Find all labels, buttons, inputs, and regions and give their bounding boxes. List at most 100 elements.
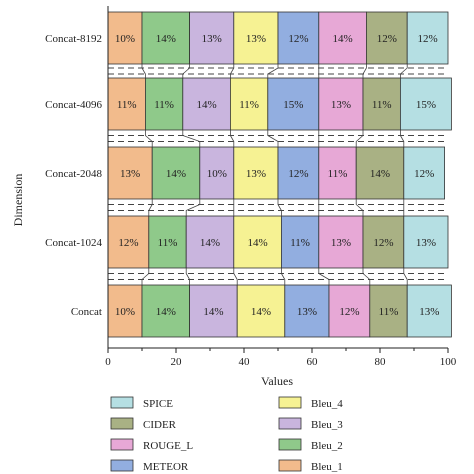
bar-value-label: 14% xyxy=(370,168,390,180)
legend-swatch xyxy=(278,417,302,430)
x-tick-label: 100 xyxy=(440,356,457,368)
flow-connector xyxy=(148,199,153,216)
flow-connector xyxy=(229,130,235,147)
bars-layer: 10% 14% 13% 13% 12% 14% 12% 12% 11% 11% 14% 11% 15% 1… xyxy=(107,11,452,338)
x-tick-label: 0 xyxy=(105,356,111,368)
bar-segment xyxy=(406,11,449,65)
flow-connector xyxy=(182,64,191,78)
bar-segment xyxy=(141,284,190,338)
bar-value-label: 11% xyxy=(239,99,259,111)
flow-connector xyxy=(362,268,371,285)
bar-segment xyxy=(365,11,408,65)
flow-connector xyxy=(318,268,330,285)
bar-segment xyxy=(318,11,367,65)
bar-value-label: 12% xyxy=(414,168,434,180)
bar-value-label: 14% xyxy=(251,306,271,318)
bar-segment xyxy=(233,215,282,269)
bar-segment xyxy=(189,11,235,65)
bar-segment xyxy=(355,146,405,200)
bar-segment xyxy=(318,146,357,200)
legend-label: ROUGE_L xyxy=(143,440,193,452)
separator-layer xyxy=(108,64,448,285)
flow-connector xyxy=(277,199,282,216)
bar-value-label: 12% xyxy=(339,306,359,318)
legend-swatch xyxy=(110,417,134,430)
bar-segment xyxy=(328,284,371,338)
bar-segment xyxy=(399,77,452,131)
bar-value-label: 11% xyxy=(290,237,310,249)
bar-value-label: 14% xyxy=(248,237,268,249)
bar-segment xyxy=(141,11,190,65)
bar-value-label: 12% xyxy=(377,33,397,45)
bar-value-label: 13% xyxy=(246,33,266,45)
flow-connector xyxy=(403,268,408,285)
bar-value-label: 13% xyxy=(297,306,317,318)
bar-value-label: 10% xyxy=(207,168,227,180)
bar-segment xyxy=(185,215,235,269)
bar-value-label: 14% xyxy=(333,33,353,45)
flow-connector xyxy=(229,64,235,78)
legend-label: CIDER xyxy=(143,419,177,431)
bar-value-label: 11% xyxy=(328,168,348,180)
flow-connector xyxy=(399,130,405,147)
bar-value-label: 13% xyxy=(419,306,439,318)
legend-swatch xyxy=(110,438,134,451)
x-tick-label: 80 xyxy=(375,356,387,368)
bar-value-label: 13% xyxy=(416,237,436,249)
bar-value-label: 15% xyxy=(416,99,436,111)
bar-segment xyxy=(277,11,320,65)
legend-swatch xyxy=(278,396,302,409)
flow-connector xyxy=(267,130,279,147)
bar-value-label: 10% xyxy=(115,33,135,45)
bar-value-label: 12% xyxy=(288,168,308,180)
bar-segment xyxy=(233,146,279,200)
y-tick-label: Concat-8192 xyxy=(45,33,102,45)
bar-value-label: 10% xyxy=(115,306,135,318)
legend-label: Bleu_1 xyxy=(311,461,343,473)
bar-segment xyxy=(318,77,364,131)
bar-value-label: 12% xyxy=(373,237,393,249)
bar-value-label: 15% xyxy=(283,99,303,111)
y-tick-label: Concat-1024 xyxy=(45,237,102,249)
legend-label: Bleu_4 xyxy=(311,398,343,410)
bar-segment xyxy=(403,215,449,269)
bar-segment xyxy=(236,284,286,338)
bar-value-label: 11% xyxy=(117,99,137,111)
bar-value-label: 12% xyxy=(418,33,438,45)
y-tick-label: Concat-2048 xyxy=(45,168,102,180)
legend-label: Bleu_2 xyxy=(311,440,343,452)
legend-swatch xyxy=(110,396,134,409)
flow-connector xyxy=(280,268,286,285)
legend-label: Bleu_3 xyxy=(311,419,343,431)
legend-swatch xyxy=(110,459,134,472)
bar-segment xyxy=(362,215,405,269)
flow-connector xyxy=(355,130,364,147)
x-tick-label: 60 xyxy=(307,356,319,368)
flow-connector xyxy=(267,64,279,78)
bar-value-label: 14% xyxy=(166,168,186,180)
bar-segment xyxy=(403,146,445,200)
y-axis-label: Dimension xyxy=(11,174,25,227)
bar-value-label: 14% xyxy=(156,306,176,318)
flow-connector xyxy=(233,268,238,285)
bar-segment xyxy=(284,284,330,338)
bar-value-label: 13% xyxy=(120,168,140,180)
flow-connector xyxy=(144,130,153,147)
bar-value-label: 11% xyxy=(372,99,392,111)
bar-segment xyxy=(189,284,238,338)
x-axis-label: Values xyxy=(261,374,293,388)
legend: SPICE CIDER ROUGE_L METEOR Bleu_4 Bleu_3 Bleu_… xyxy=(110,396,343,473)
flow-connector xyxy=(182,130,201,147)
flow-connector xyxy=(185,199,201,216)
bar-value-label: 14% xyxy=(203,306,223,318)
bar-segment xyxy=(267,77,320,131)
bar-value-label: 14% xyxy=(197,99,217,111)
bar-segment xyxy=(107,11,143,65)
bar-value-label: 14% xyxy=(200,237,220,249)
bar-value-label: 12% xyxy=(288,33,308,45)
bar-value-label: 13% xyxy=(246,168,266,180)
bar-value-label: 13% xyxy=(331,99,351,111)
flow-connector xyxy=(141,64,146,78)
bar-value-label: 13% xyxy=(331,237,351,249)
flow-connector xyxy=(185,268,191,285)
